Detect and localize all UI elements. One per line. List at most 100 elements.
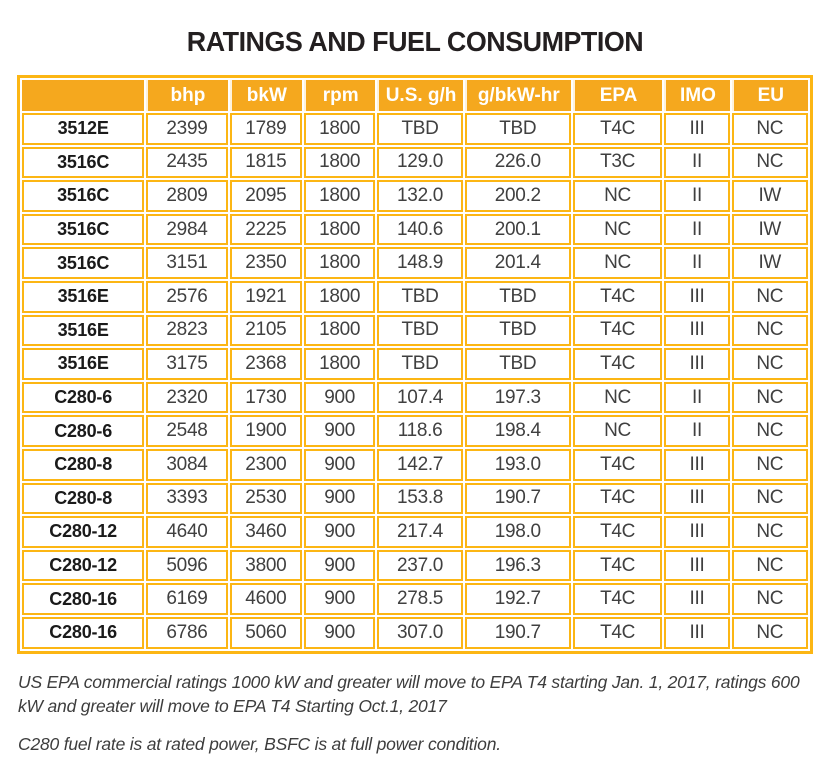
cell-imo: II [664, 381, 730, 414]
cell-g-bkw-hr: 226.0 [464, 146, 571, 179]
cell-eu: IW [731, 213, 808, 246]
cell-model: C280-6 [22, 381, 145, 414]
cell-epa: NC [572, 247, 663, 279]
cell-eu: NC [731, 113, 808, 145]
cell-us-gh: TBD [377, 280, 463, 313]
column-header-model [22, 80, 145, 111]
cell-us-gh: 237.0 [377, 549, 463, 582]
cell-epa: T4C [572, 549, 663, 582]
cell-imo: II [664, 213, 730, 246]
cell-us-gh: 118.6 [377, 415, 463, 447]
cell-eu: NC [731, 415, 808, 447]
cell-imo: III [664, 549, 730, 582]
cell-bhp: 2548 [146, 415, 228, 447]
cell-g-bkw-hr: 198.0 [464, 516, 571, 548]
cell-g-bkw-hr: 200.1 [464, 213, 571, 246]
cell-us-gh: 278.5 [377, 583, 463, 615]
cell-epa: T4C [572, 113, 663, 145]
cell-bkw: 1730 [229, 381, 302, 414]
cell-imo: III [664, 314, 730, 347]
cell-g-bkw-hr: TBD [464, 280, 571, 313]
cell-epa: T4C [572, 583, 663, 615]
cell-rpm: 900 [304, 549, 376, 582]
cell-bhp: 3175 [146, 348, 228, 380]
cell-g-bkw-hr: TBD [464, 348, 571, 380]
cell-rpm: 1800 [304, 314, 376, 347]
table-row: C280-6 2548 1900 900 118.6 198.4 NC II NC [22, 415, 808, 447]
cell-epa: NC [572, 180, 663, 212]
cell-eu: NC [731, 381, 808, 414]
ratings-table: bhp bkW rpm U.S. g/h g/bkW-hr EPA IMO EU 3512E 2… [17, 75, 813, 654]
cell-model: 3516E [22, 280, 145, 313]
table-header-row: bhp bkW rpm U.S. g/h g/bkW-hr EPA IMO EU [22, 80, 808, 111]
cell-bkw: 5060 [229, 616, 302, 649]
cell-rpm: 900 [304, 448, 376, 481]
cell-model: 3516C [22, 180, 145, 212]
cell-imo: III [664, 516, 730, 548]
cell-rpm: 900 [304, 516, 376, 548]
cell-eu: NC [731, 583, 808, 615]
cell-bkw: 2530 [229, 482, 302, 515]
table-row: 3516C 2984 2225 1800 140.6 200.1 NC II IW [22, 213, 808, 246]
cell-eu: NC [731, 482, 808, 515]
cell-model: C280-8 [22, 482, 145, 515]
cell-epa: NC [572, 381, 663, 414]
cell-model: C280-6 [22, 415, 145, 447]
table-row: C280-8 3393 2530 900 153.8 190.7 T4C III NC [22, 482, 808, 515]
cell-epa: T4C [572, 314, 663, 347]
table-row: C280-12 4640 3460 900 217.4 198.0 T4C III NC [22, 516, 808, 548]
cell-bhp: 2823 [146, 314, 228, 347]
cell-imo: III [664, 113, 730, 145]
cell-rpm: 1800 [304, 213, 376, 246]
cell-bhp: 2320 [146, 381, 228, 414]
cell-bkw: 2105 [229, 314, 302, 347]
cell-bhp: 2435 [146, 146, 228, 179]
cell-eu: IW [731, 247, 808, 279]
cell-rpm: 900 [304, 381, 376, 414]
cell-bkw: 2350 [229, 247, 302, 279]
column-header-us-gh: U.S. g/h [377, 80, 463, 111]
cell-bkw: 1815 [229, 146, 302, 179]
table-row: 3516C 3151 2350 1800 148.9 201.4 NC II IW [22, 247, 808, 279]
cell-rpm: 1800 [304, 180, 376, 212]
column-header-eu: EU [731, 80, 808, 111]
column-header-g-bkw-hr: g/bkW-hr [464, 80, 571, 111]
cell-rpm: 1800 [304, 146, 376, 179]
cell-bhp: 2809 [146, 180, 228, 212]
cell-model: 3516C [22, 146, 145, 179]
cell-bhp: 6786 [146, 616, 228, 649]
cell-eu: NC [731, 348, 808, 380]
cell-imo: III [664, 583, 730, 615]
cell-bhp: 3151 [146, 247, 228, 279]
table-row: 3516E 2823 2105 1800 TBD TBD T4C III NC [22, 314, 808, 347]
cell-g-bkw-hr: 190.7 [464, 482, 571, 515]
cell-eu: NC [731, 280, 808, 313]
cell-bhp: 2984 [146, 213, 228, 246]
cell-eu: NC [731, 146, 808, 179]
cell-bkw: 2368 [229, 348, 302, 380]
cell-g-bkw-hr: 196.3 [464, 549, 571, 582]
table-row: 3516C 2809 2095 1800 132.0 200.2 NC II IW [22, 180, 808, 212]
cell-imo: III [664, 348, 730, 380]
cell-eu: NC [731, 314, 808, 347]
cell-us-gh: 148.9 [377, 247, 463, 279]
cell-bkw: 3460 [229, 516, 302, 548]
cell-g-bkw-hr: 201.4 [464, 247, 571, 279]
table-row: C280-8 3084 2300 900 142.7 193.0 T4C III NC [22, 448, 808, 481]
cell-model: 3516E [22, 348, 145, 380]
cell-g-bkw-hr: 193.0 [464, 448, 571, 481]
column-header-bhp: bhp [146, 80, 228, 111]
cell-us-gh: 217.4 [377, 516, 463, 548]
column-header-rpm: rpm [304, 80, 376, 111]
table-row: C280-6 2320 1730 900 107.4 197.3 NC II NC [22, 381, 808, 414]
cell-eu: NC [731, 549, 808, 582]
cell-bhp: 2399 [146, 113, 228, 145]
cell-us-gh: TBD [377, 348, 463, 380]
cell-g-bkw-hr: 190.7 [464, 616, 571, 649]
cell-model: C280-16 [22, 583, 145, 615]
cell-g-bkw-hr: 192.7 [464, 583, 571, 615]
cell-rpm: 1800 [304, 280, 376, 313]
cell-imo: III [664, 616, 730, 649]
cell-g-bkw-hr: 198.4 [464, 415, 571, 447]
